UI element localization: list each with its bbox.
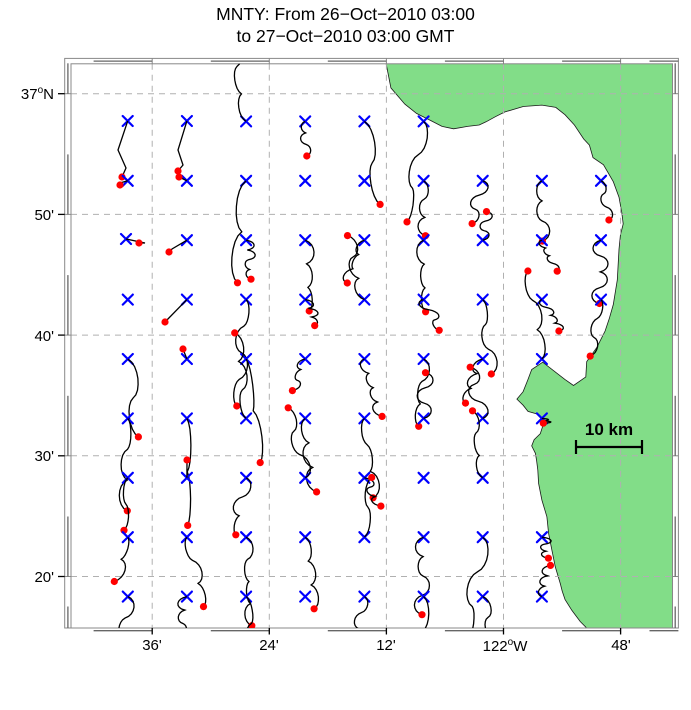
svg-text:10 km: 10 km: [585, 420, 633, 439]
